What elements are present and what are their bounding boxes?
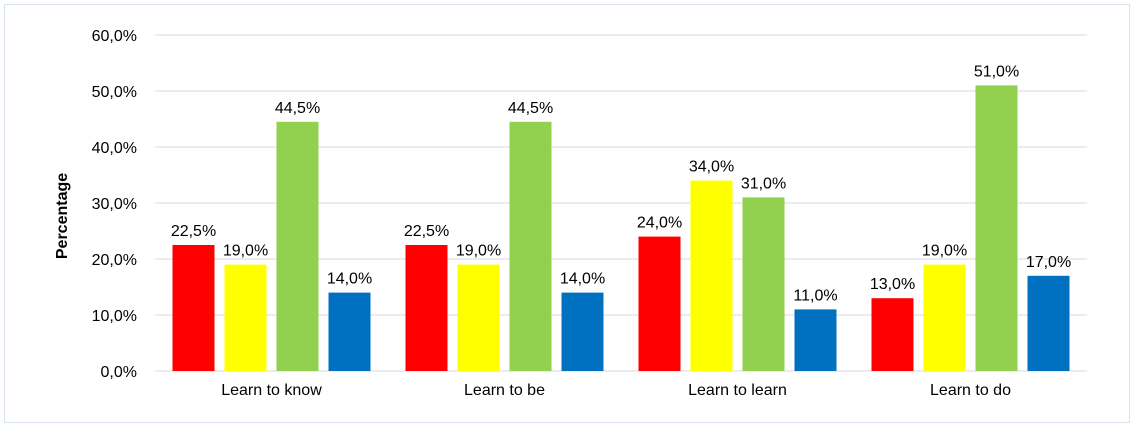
x-axis-ticks: Learn to know Learn to be Learn to learn Le…: [221, 382, 1011, 399]
data-label: 24,0%: [637, 215, 682, 232]
chart-frame: 0,0% 10,0% 20,0% 30,0% 40,0% 50,0% 60,0% 22,5%…: [4, 4, 1130, 423]
data-label: 31,0%: [741, 175, 786, 192]
data-label: 11,0%: [793, 287, 837, 304]
bar: [690, 180, 733, 371]
y-tick-label: 40,0%: [92, 140, 137, 157]
bar: [457, 264, 500, 371]
y-tick-label: 10,0%: [92, 308, 137, 325]
data-label: 51,0%: [974, 63, 1019, 80]
data-label: 19,0%: [922, 243, 967, 260]
y-tick-label: 20,0%: [92, 252, 137, 269]
x-tick-label: Learn to know: [221, 382, 322, 399]
data-label: 34,0%: [689, 159, 734, 176]
bar: [1027, 275, 1070, 371]
data-label: 44,5%: [508, 100, 553, 117]
y-tick-label: 60,0%: [92, 28, 137, 45]
bars: [172, 85, 1070, 372]
bar: [328, 292, 371, 371]
bar: [923, 264, 966, 371]
x-tick-label: Learn to do: [930, 382, 1011, 399]
y-tick-label: 30,0%: [92, 196, 137, 213]
bar: [638, 236, 681, 371]
data-labels: 22,5% 19,0% 44,5% 14,0% 22,5% 19,0% 44,5% 14,0%…: [171, 63, 1071, 304]
data-label: 19,0%: [223, 243, 268, 260]
data-label: 19,0%: [456, 243, 501, 260]
data-label: 14,0%: [327, 271, 372, 288]
bar: [224, 264, 267, 371]
bar: [561, 292, 604, 371]
bar: [871, 298, 914, 371]
x-tick-label: Learn to be: [464, 382, 545, 399]
y-axis-ticks: 0,0% 10,0% 20,0% 30,0% 40,0% 50,0% 60,0%: [92, 28, 137, 381]
data-label: 14,0%: [560, 271, 605, 288]
bar: [742, 197, 785, 371]
bar: [276, 121, 319, 371]
bar: [405, 245, 448, 371]
y-tick-label: 50,0%: [92, 84, 137, 101]
data-label: 17,0%: [1026, 254, 1071, 271]
bar: [509, 121, 552, 371]
bar: [172, 245, 215, 371]
x-tick-label: Learn to learn: [688, 382, 787, 399]
data-label: 22,5%: [171, 223, 216, 240]
bar: [975, 85, 1018, 372]
bar: [794, 309, 837, 371]
y-axis-title: Percentage: [54, 173, 71, 259]
data-label: 22,5%: [404, 223, 449, 240]
bar-chart: 0,0% 10,0% 20,0% 30,0% 40,0% 50,0% 60,0% 22,5%…: [54, 28, 1087, 399]
y-tick-label: 0,0%: [101, 364, 137, 381]
data-label: 44,5%: [275, 100, 320, 117]
data-label: 13,0%: [870, 276, 915, 293]
